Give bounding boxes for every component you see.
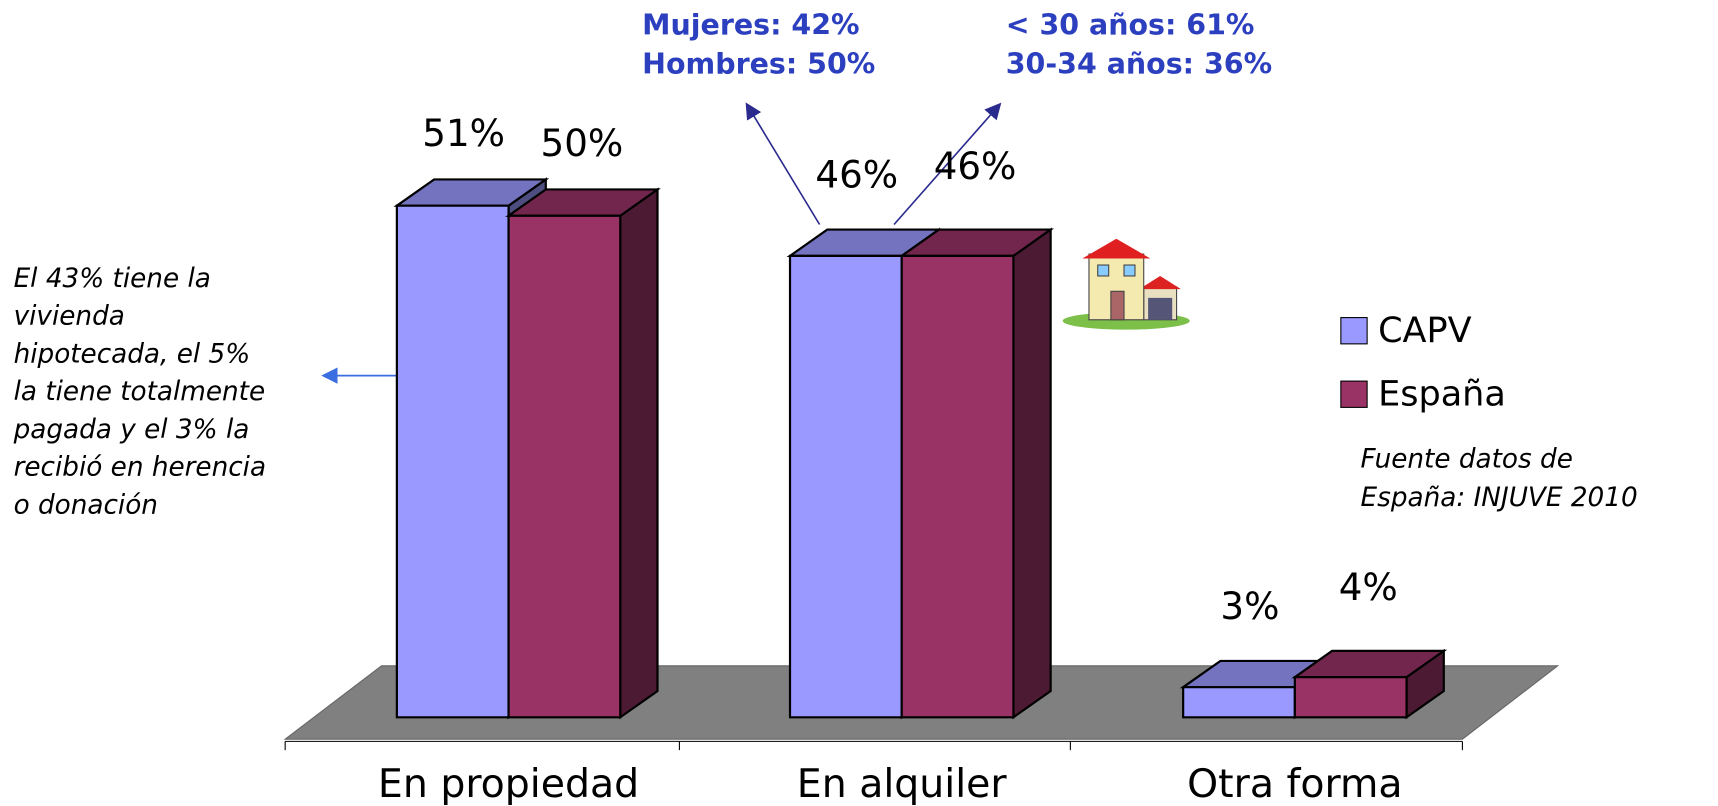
bar-face <box>509 216 621 718</box>
annotation-arrow <box>747 105 819 224</box>
x-tick-label: En alquiler <box>797 761 1008 806</box>
x-ticks <box>285 741 1462 750</box>
bar-face <box>1183 687 1295 717</box>
value-label: 3% <box>1220 584 1279 628</box>
annotation: El 43% tiene la <box>14 264 211 294</box>
value-label: 46% <box>815 153 898 197</box>
source-note: España: INJUVE 2010 <box>1361 483 1638 513</box>
annotation: vivienda <box>14 302 125 332</box>
legend-swatch <box>1341 318 1367 344</box>
bar-face <box>902 256 1014 717</box>
bar-face <box>1013 230 1050 718</box>
chart: CAPV España Fuente datos de España: INJU… <box>0 0 1718 806</box>
annotation: la tiene totalmente <box>14 377 266 407</box>
bar <box>1295 651 1444 717</box>
bar-face <box>397 206 509 718</box>
source-note: Fuente datos de <box>1361 444 1573 474</box>
value-label: 46% <box>934 144 1017 188</box>
house-icon <box>1063 239 1190 330</box>
bar <box>509 189 658 717</box>
annotation: 30-34 años: 36% <box>1006 48 1272 81</box>
annotation: hipotecada, el 5% <box>14 339 251 369</box>
bar-face <box>1295 677 1407 717</box>
x-tick-label: En propiedad <box>378 761 639 806</box>
legend-swatch <box>1341 381 1367 407</box>
value-label: 51% <box>422 111 505 155</box>
annotation: < 30 años: 61% <box>1006 8 1255 41</box>
annotation: Hombres: 50% <box>642 48 875 81</box>
annotation: pagada y el 3% la <box>13 415 250 445</box>
value-label: 50% <box>541 121 624 165</box>
bar <box>902 230 1051 718</box>
x-tick-label: Otra forma <box>1187 761 1402 806</box>
annotation: o donación <box>14 490 158 520</box>
value-label: 4% <box>1339 565 1398 609</box>
annotation: Mujeres: 42% <box>642 8 859 41</box>
bar-face <box>620 189 657 717</box>
legend-label: CAPV <box>1378 310 1472 351</box>
legend-label: España <box>1378 373 1506 414</box>
bar-face <box>790 256 902 717</box>
annotation: recibió en herencia <box>14 453 266 483</box>
